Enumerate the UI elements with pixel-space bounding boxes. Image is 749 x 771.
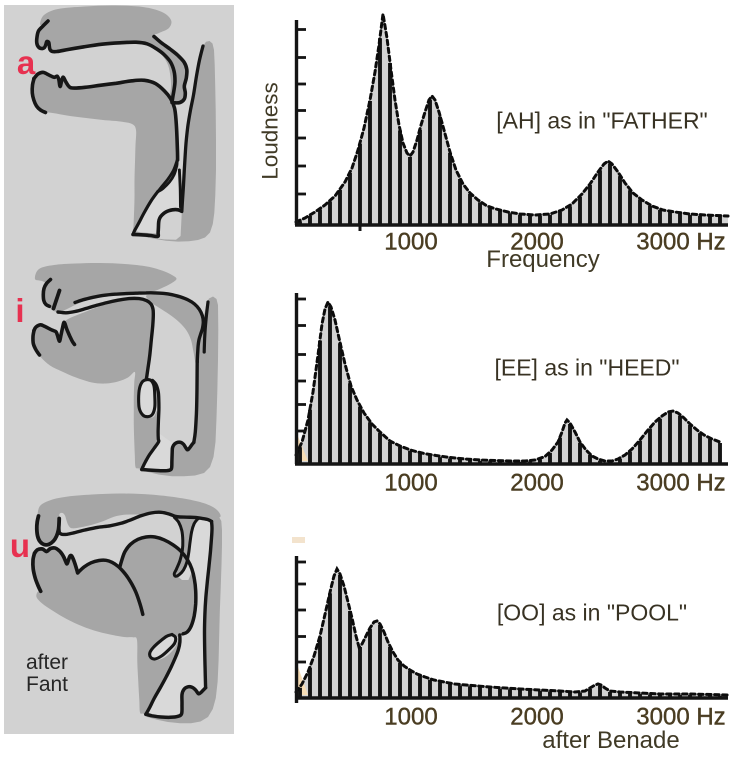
svg-text:[EE] as in "HEED": [EE] as in "HEED" xyxy=(494,355,679,381)
svg-text:Frequency: Frequency xyxy=(486,246,599,273)
svg-text:1000: 1000 xyxy=(384,229,437,256)
svg-text:1000: 1000 xyxy=(384,470,437,497)
svg-text:[AH] as in "FATHER": [AH] as in "FATHER" xyxy=(496,108,707,134)
svg-text:after Benade: after Benade xyxy=(542,727,679,754)
svg-text:3000: 3000 xyxy=(636,470,689,497)
svg-text:i: i xyxy=(15,292,24,329)
svg-text:Fant: Fant xyxy=(26,673,68,696)
svg-text:u: u xyxy=(10,527,30,564)
svg-text:Hz: Hz xyxy=(696,704,725,731)
svg-text:2000: 2000 xyxy=(510,229,563,256)
svg-text:3000: 3000 xyxy=(636,704,689,731)
svg-text:a: a xyxy=(17,44,36,81)
svg-text:2000: 2000 xyxy=(510,470,563,497)
svg-text:Hz: Hz xyxy=(696,229,725,256)
svg-text:2000: 2000 xyxy=(510,704,563,731)
svg-text:after: after xyxy=(26,651,68,674)
svg-text:Loudness: Loudness xyxy=(258,82,283,180)
svg-text:3000: 3000 xyxy=(636,229,689,256)
svg-text:Hz: Hz xyxy=(696,470,725,497)
svg-text:[OO] as in "POOL": [OO] as in "POOL" xyxy=(497,600,687,626)
svg-text:1000: 1000 xyxy=(384,704,437,731)
